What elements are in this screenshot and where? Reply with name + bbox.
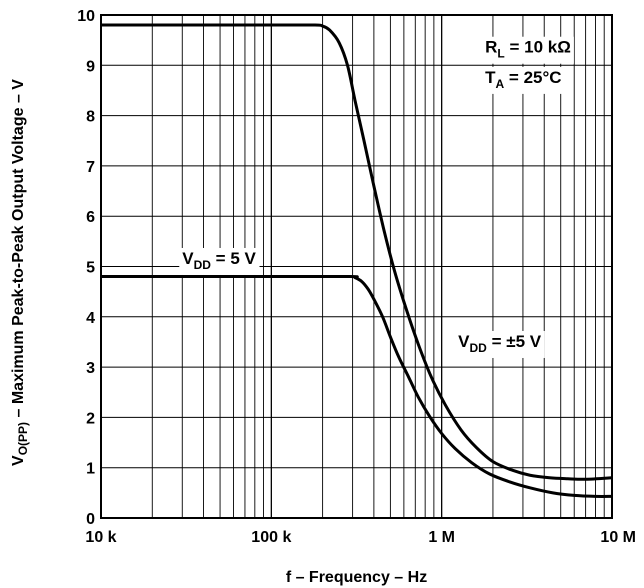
annotation-text: RL = 10 kΩ [485,38,571,61]
annotation-main: R [485,38,497,57]
y-tick-label: 9 [86,58,95,75]
annotation-sub: DD [470,341,488,355]
x-tick-label: 10 M [600,529,636,546]
annotation-sub: L [497,47,504,61]
annotation-ta: TA = 25°C [482,66,565,94]
annotation-text: VDD = 5 V [182,249,256,272]
annotation-background [455,330,545,358]
series-line-vdd_5 [100,274,613,498]
annotation-rest: = ±5 V [487,332,542,351]
plot-frame [100,14,613,519]
y-tick-label: 7 [86,159,95,176]
annotation-background [482,66,565,94]
annotation-main: V [458,332,470,351]
annotation-rl: RL = 10 kΩ [482,36,574,64]
annotation-sub: DD [194,258,212,272]
annotation-background [482,36,574,64]
y-tick-label: 5 [86,260,95,277]
x-tick-label: 1 M [428,529,455,546]
y-tick-label: 10 [77,8,95,25]
y-axis-label-rest: – Maximum Peak-to-Peak Output Voltage – … [10,79,27,422]
y-tick-label: 6 [86,209,95,226]
annotation-text: TA = 25°C [485,68,561,91]
annotation-text: VDD = ±5 V [458,332,542,355]
series-line-vdd_pm5 [101,23,613,481]
annotation-rest: = 25°C [504,68,561,87]
annotation-main: V [182,249,194,268]
annotation-rest: = 5 V [211,249,257,268]
annotation-background [179,247,260,275]
y-tick-label: 8 [86,109,95,126]
y-tick-labels: 0 1 2 3 4 5 6 7 8 9 10 [77,8,95,528]
y-axis-label-sub: O(PP) [16,422,30,455]
y-tick-label: 0 [86,511,95,528]
series-group [100,23,613,498]
x-tick-label: 100 k [251,529,291,546]
annotation-main: T [485,68,496,87]
x-tick-label: 10 k [85,529,116,546]
y-axis-label-main: V [10,455,27,466]
annotation-vddpm5: VDD = ±5 V [455,330,545,358]
annotation-sub: A [496,77,505,91]
y-tick-label: 2 [86,410,95,427]
y-tick-label: 3 [86,360,95,377]
annotation-rest: = 10 kΩ [505,38,571,57]
x-axis-label: f – Frequency – Hz [286,569,427,586]
y-axis-label: VO(PP) – Maximum Peak-to-Peak Output Vol… [10,79,30,466]
annotation-vdd5: VDD = 5 V [179,247,260,275]
y-tick-label: 1 [86,461,95,478]
y-tick-label: 4 [86,310,95,327]
x-tick-labels: 10 k 100 k 1 M 10 M [85,529,636,546]
